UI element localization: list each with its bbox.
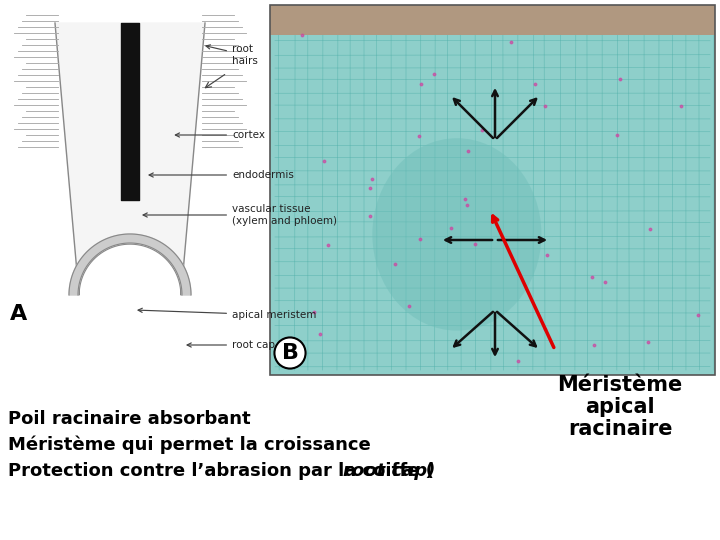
Bar [270, 5, 715, 375]
Text: cortex: cortex [176, 130, 265, 140]
Text: B: B [282, 343, 299, 363]
Text: racinaire: racinaire [568, 419, 672, 439]
Text: apical: apical [585, 397, 654, 417]
Text: root cap: root cap [187, 340, 275, 350]
Text: endodermis: endodermis [149, 170, 294, 180]
Text: Protection contre l’abrasion par la coiffe (: Protection contre l’abrasion par la coif… [8, 462, 434, 480]
Text: A: A [10, 304, 27, 324]
Bar [270, 5, 715, 35]
Text: apical meristem: apical meristem [138, 308, 316, 320]
Text: root
hairs: root hairs [206, 44, 258, 66]
Text: Poil racinaire absorbant: Poil racinaire absorbant [8, 410, 251, 428]
Polygon shape [69, 234, 191, 295]
Text: root cap): root cap) [343, 462, 436, 480]
Polygon shape [55, 23, 205, 295]
Bar [270, 5, 715, 375]
Text: Méristème qui permet la croissance: Méristème qui permet la croissance [8, 436, 371, 455]
Text: vascular tissue
(xylem and phloem): vascular tissue (xylem and phloem) [143, 204, 337, 226]
Ellipse shape [372, 138, 541, 330]
Text: Méristème: Méristème [557, 375, 683, 395]
